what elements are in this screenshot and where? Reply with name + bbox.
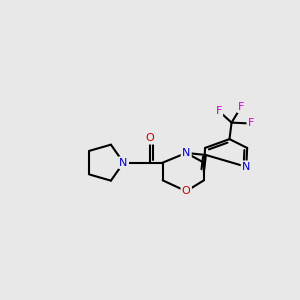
Text: F: F (248, 118, 254, 128)
Text: N: N (119, 158, 128, 168)
Text: N: N (242, 162, 250, 172)
Text: O: O (182, 186, 190, 196)
Text: F: F (238, 102, 244, 112)
Text: N: N (182, 148, 190, 158)
Text: O: O (146, 133, 154, 143)
Text: F: F (215, 106, 222, 116)
